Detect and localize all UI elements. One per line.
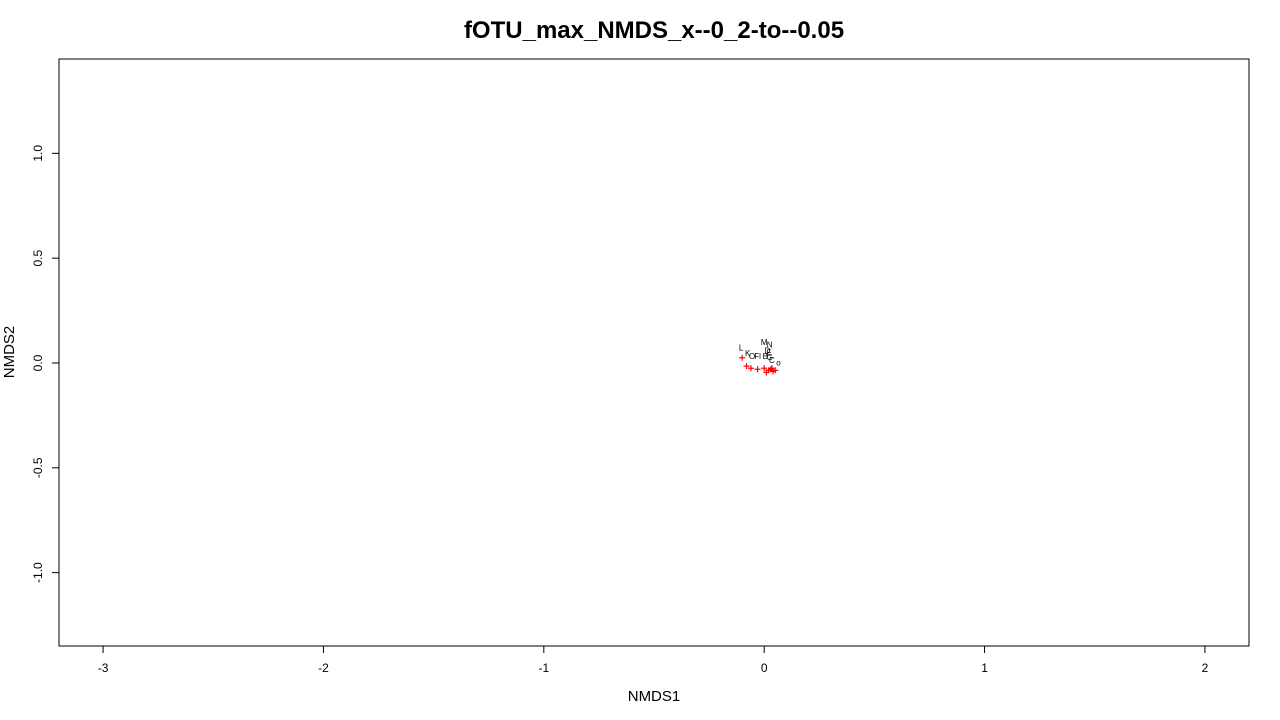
y-axis: -1.0 -0.5 0.0 0.5 1.0 — [31, 145, 60, 583]
point-label: M — [761, 338, 768, 347]
data-point — [772, 367, 779, 374]
y-tick-label: 1.0 — [31, 145, 45, 162]
data-point — [739, 354, 746, 361]
x-tick-label: -3 — [98, 661, 109, 675]
x-tick-label: 2 — [1202, 661, 1209, 675]
point-label: L — [739, 343, 744, 352]
data-point — [761, 365, 768, 372]
point-label: N — [767, 340, 773, 349]
y-tick-label: 0.5 — [31, 249, 45, 266]
data-point — [754, 366, 761, 373]
point-label: C — [769, 356, 775, 365]
point-label: G — [767, 353, 773, 362]
x-tick-label: 1 — [981, 661, 988, 675]
y-tick-label: -1.0 — [31, 562, 45, 583]
data-point — [768, 365, 775, 372]
point-label: B — [763, 352, 768, 361]
point-label: K — [745, 349, 751, 358]
x-axis: -3 -2 -1 0 1 2 — [98, 645, 1209, 675]
point-label: O — [749, 352, 755, 361]
y-axis-title: NMDS2 — [1, 326, 18, 379]
point-label: o — [776, 358, 781, 367]
x-tick-label: -1 — [538, 661, 549, 675]
y-tick-label: 0.0 — [31, 354, 45, 371]
data-point — [747, 365, 754, 372]
chart-title: fOTU_max_NMDS_x--0_2-to--0.05 — [464, 17, 844, 44]
x-tick-label: 0 — [761, 661, 768, 675]
x-axis-title: NMDS1 — [628, 688, 681, 705]
y-tick-label: -0.5 — [31, 457, 45, 478]
point-label: D — [765, 347, 771, 356]
points-layer — [739, 354, 779, 376]
plot-frame — [58, 58, 1250, 647]
x-tick-label: -2 — [318, 661, 329, 675]
data-point — [743, 363, 750, 370]
point-label: Fl — [754, 352, 761, 361]
point-label: E — [766, 349, 771, 358]
